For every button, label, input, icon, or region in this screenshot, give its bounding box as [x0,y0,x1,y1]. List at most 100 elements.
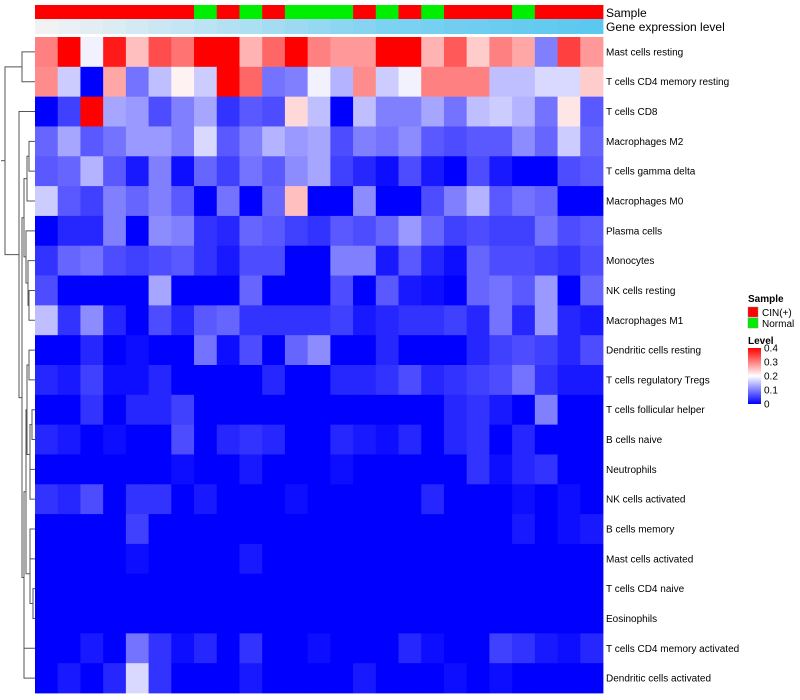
gene-expression-annotation-cell [262,19,286,34]
heatmap-cell [80,275,104,306]
dendrogram-branch [29,468,35,500]
dendrogram-branch [28,289,35,321]
row-label: T cells gamma delta [606,167,696,178]
heatmap-cell [262,514,286,545]
heatmap-cell [284,394,309,426]
heatmap-cell [307,424,331,455]
heatmap-cell [284,365,309,396]
heatmap-cell [330,603,354,634]
dendrogram-branch [18,111,35,399]
heatmap-cell [35,424,59,455]
heatmap-cell [307,335,331,366]
heatmap-cell [398,484,422,515]
heatmap-cell [194,573,218,604]
heatmap-cell [148,335,172,366]
heatmap-cell [466,215,490,247]
heatmap-cell [443,305,468,336]
heatmap-cell [534,156,558,187]
heatmap-cell [194,603,218,634]
dendrogram-branch [21,51,35,83]
heatmap-cell [398,126,422,157]
heatmap-cell [421,37,445,68]
heatmap-cell [512,365,536,396]
heatmap-cell [284,275,309,306]
heatmap-cell [262,633,286,664]
heatmap-cell [534,365,558,396]
heatmap-cell [57,573,81,604]
heatmap-cell [148,394,172,426]
sample-annotation-cell [148,5,172,19]
heatmap-cell [103,424,127,455]
heatmap-cell [148,514,172,545]
gene-expression-annotation-cell [534,19,558,34]
legend-level: Level 0.4 0.3 0.2 0.1 0 [748,336,778,411]
row-labels: Mast cells resting T cells CD4 memory res… [606,47,739,684]
heatmap-cell [534,245,558,276]
heatmap-cell [125,663,149,694]
heatmap-cell [353,424,377,455]
heatmap-cell [262,394,286,426]
heatmap-cell [375,275,399,306]
heatmap-cell [534,96,558,127]
heatmap-cell [580,186,604,217]
heatmap-cell [443,394,468,426]
heatmap-cell [375,484,399,515]
heatmap-cell [466,454,490,485]
heatmap-cell [216,663,240,694]
heatmap-cell [580,633,604,664]
heatmap-cell [512,543,536,575]
heatmap-cell [35,603,59,634]
heatmap-cell [353,335,377,366]
heatmap-cell [421,156,445,187]
sample-annotation-cell [534,5,558,19]
dendrogram-branch [28,140,35,172]
dendrogram-branch [32,588,35,619]
heatmap-cell [421,66,445,98]
heatmap-cell [557,365,581,396]
heatmap-cell [125,156,149,187]
heatmap-cell [443,663,468,694]
legend-level-tick: 0.4 [764,344,778,355]
heatmap-cell [284,37,309,68]
heatmap-cell [512,245,536,276]
heatmap-cell [57,514,81,545]
heatmap-cell [489,215,513,247]
heatmap-cell [57,96,81,127]
heatmap-cell [80,603,104,634]
heatmap-cell [284,514,309,545]
heatmap-cell [262,365,286,396]
heatmap-cell [148,454,172,485]
heatmap-cell [398,454,422,485]
heatmap-cell [194,335,218,366]
annotation-label-gene-expression: Gene expression level [606,20,725,34]
heatmap-cell [330,245,354,276]
heatmap-cell [125,275,149,306]
heatmap-cell [489,305,513,336]
heatmap-cell [466,305,490,336]
heatmap-cell [103,514,127,545]
heatmap-cell [284,603,309,634]
heatmap-cell [489,96,513,127]
heatmap-cell [35,96,59,127]
heatmap-cell [421,126,445,157]
heatmap-cell [239,96,263,127]
heatmap-cell [35,573,59,604]
heatmap-cell [239,454,263,485]
heatmap-cell [557,663,581,694]
heatmap-cell [557,156,581,187]
heatmap-cell [421,514,445,545]
legend-color-bar [748,348,761,404]
heatmap-cell [534,394,558,426]
heatmap-cell [534,37,558,68]
heatmap-cell [489,126,513,157]
heatmap-cell [557,245,581,276]
heatmap-cell [398,663,422,694]
dendrogram-branch [23,647,35,679]
heatmap-cell [534,335,558,366]
heatmap-cell [125,454,149,485]
heatmap-cell [557,37,581,68]
sample-annotation-cell [35,5,59,19]
heatmap-cell [80,96,104,127]
heatmap-cell [148,663,172,694]
gene-expression-annotation-cell [125,19,149,34]
